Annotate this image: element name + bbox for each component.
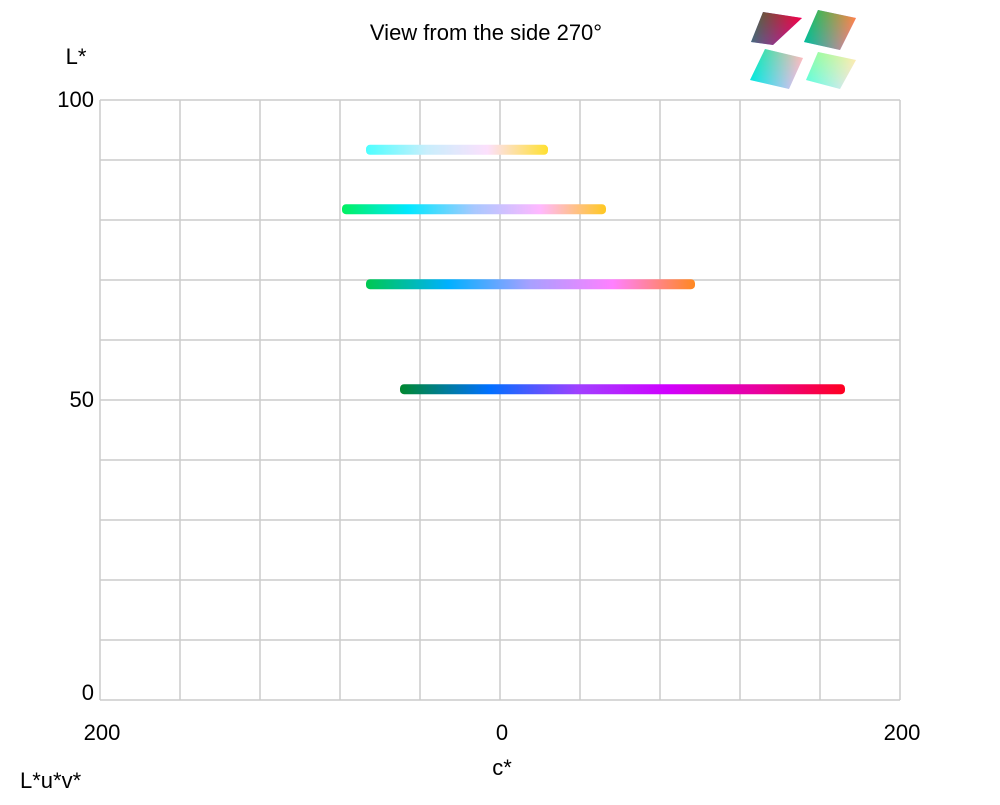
x-tick-label: 200 (84, 720, 121, 745)
y-tick-label: 50 (70, 387, 94, 412)
x-tick-label: 200 (884, 720, 921, 745)
view-thumb-4[interactable] (806, 52, 856, 89)
y-tick-label: 100 (57, 87, 94, 112)
chart-title: View from the side 270° (370, 20, 602, 45)
y-axis-label: L* (66, 44, 87, 69)
view-thumb-1[interactable] (751, 12, 802, 45)
grid (99, 99, 901, 701)
x-tick-label: 0 (496, 720, 508, 745)
lightness-slice-2 (342, 204, 606, 215)
color-space-label: L*u*v* (20, 768, 82, 793)
view-thumb-3[interactable] (750, 49, 803, 89)
x-axis-label: c* (492, 755, 512, 780)
lightness-slice-4 (400, 384, 845, 395)
view-thumb-2[interactable] (804, 10, 856, 50)
series-group (342, 144, 845, 395)
lightness-slice-1 (366, 144, 548, 155)
view-thumbnails[interactable] (750, 10, 856, 89)
lightness-slice-3 (366, 279, 695, 290)
y-tick-label: 0 (82, 680, 94, 705)
